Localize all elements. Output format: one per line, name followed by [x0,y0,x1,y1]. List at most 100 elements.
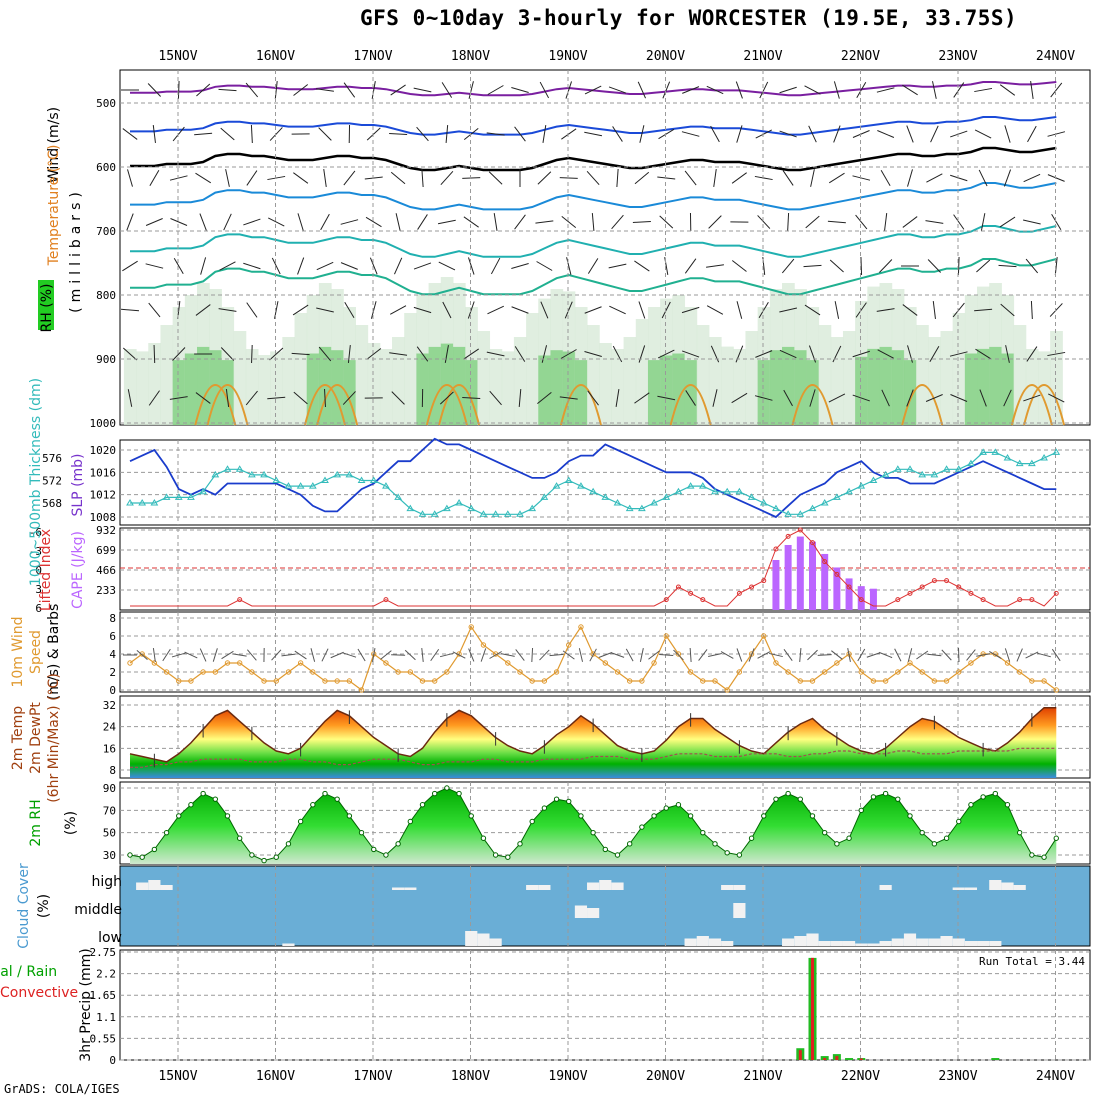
wind-barb [489,390,502,406]
thickness-point [150,499,159,506]
cloud-low-bar [867,943,880,946]
thickness-point [394,493,403,500]
wind-barb [779,86,797,94]
cape-bar [784,545,792,610]
rh2m-point [943,835,950,841]
rh2m-point [541,805,548,811]
date-label-top: 24NOV [1036,49,1075,64]
wind10-barb [916,650,929,660]
isotherm-line [130,258,1057,296]
cape-tick: 932 [96,524,116,537]
wind-barb [808,345,817,363]
isotherm-line [130,182,1057,211]
wind10-point [431,678,438,684]
wind10-point [188,678,194,684]
cloud-high-bar [148,880,161,890]
wind-barb [852,175,871,181]
wind10-tick: 0 [109,684,116,697]
precip-ylabel: 3hr Precip (mm) [78,948,94,1061]
wind10-point [285,669,292,675]
wind-barb [657,349,675,359]
cloud-low-bar [696,936,709,946]
thickness-point [991,448,1000,455]
rh-shade-cell [136,351,149,425]
rh-shade-cell [855,356,868,425]
date-label-top: 15NOV [158,49,197,64]
cloud-low-bar [940,936,953,946]
rh-shade-cell [184,353,198,425]
rh2m-point [249,852,255,858]
wind10-barb [212,648,218,662]
wind-barb [834,301,840,319]
thickness-point [516,510,524,517]
wind10-label-2: Speed [28,630,44,674]
wind-barb [560,349,577,359]
wind-barb [243,218,261,226]
rh-legend-swatch [38,280,54,330]
wind-barb [225,169,230,187]
wind-barb [735,81,743,99]
wind-barb [364,176,383,180]
rh2m-point [578,813,584,819]
cloud-panel [119,865,1091,947]
rh2m-point [712,841,718,847]
wind10-barb [966,649,976,661]
rh2m-point [407,818,414,825]
wind10-barb [1051,648,1061,662]
wind-barb [366,348,382,360]
wind-barb [251,344,253,364]
wind10-point [943,678,950,684]
wind-barb [952,302,965,318]
wind-barb [347,344,351,364]
li-point [749,584,755,590]
wind-barb [949,351,968,357]
wind10-barb [380,650,392,660]
wind-barb [148,390,160,406]
li-point [675,584,681,590]
cloud-low-bar [818,941,831,946]
temp2m-label-3: (6hr Min/Max) (°C) [46,673,62,803]
wind-barb [1003,169,1012,187]
thickness-point [772,504,780,512]
wind-barb [416,346,429,362]
rh2m-point [736,852,743,858]
wind-barb [316,88,334,92]
wind-barb [608,86,627,94]
wind-barb [685,390,696,406]
wind-barb [1054,256,1058,276]
slp-tick: 1012 [90,489,117,502]
cloud-low-bar [477,933,490,946]
wind-barb [1005,345,1010,363]
wind-barb [856,81,867,99]
rh2m-label-1: 2m RH [28,799,44,846]
wind-barb [243,262,261,270]
date-label-top: 19NOV [548,49,587,64]
rh2m-tick: 30 [103,849,116,862]
isotherm-line [130,116,1057,136]
wind-barb [172,126,185,142]
rh2m-point [1053,835,1059,841]
rh-shade-cell [160,325,174,425]
li-point [688,590,694,596]
wind-barb [486,351,505,357]
rh-shade-cell [257,355,271,425]
slp-series-line [129,437,1057,519]
rh2m-tick: 90 [103,782,116,795]
slp-thickness-label: 1000~500mb Thickness (dm) [28,378,44,586]
wind10-barb [221,650,234,660]
wind-barb [584,351,602,357]
wind10-barb [281,653,296,657]
wind-barb [127,169,133,187]
precip-tick: 2.2 [96,968,116,981]
data-marks [123,437,1061,1060]
wind-barb [177,80,180,100]
thickness-point [162,493,171,500]
date-label-top: 23NOV [938,49,977,64]
wind10-point [163,669,170,675]
upper-rh-fill [123,277,1063,425]
date-label-bottom: 23NOV [938,1069,977,1084]
wind-barb [809,389,816,407]
cloud-level-high: high [91,874,122,890]
rh-shade-cell [977,348,990,425]
